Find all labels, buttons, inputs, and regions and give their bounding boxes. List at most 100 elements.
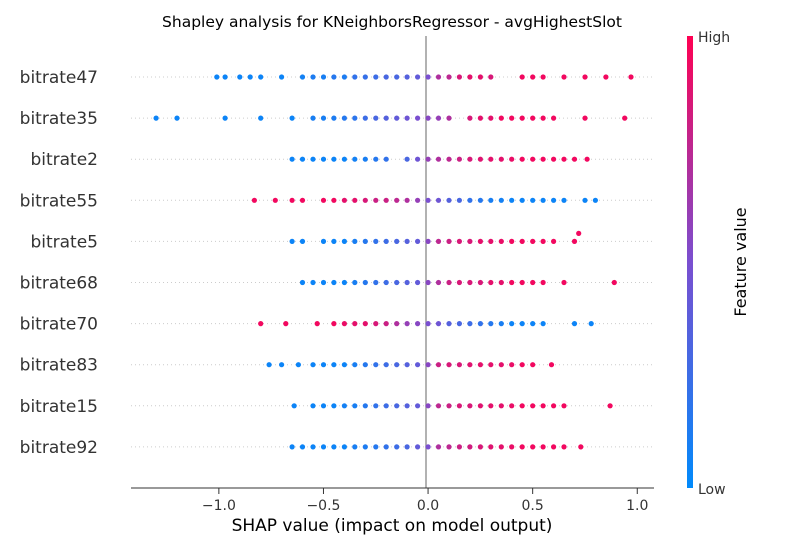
shap-point-bitrate35 (622, 115, 628, 121)
shap-point-bitrate15 (341, 403, 347, 409)
shap-point-bitrate70 (477, 321, 483, 327)
shap-point-bitrate68 (498, 279, 504, 286)
shap-point-bitrate15 (488, 403, 494, 409)
shap-point-bitrate55 (509, 197, 515, 203)
shap-point-bitrate70 (456, 321, 462, 327)
shap-point-bitrate55 (415, 197, 421, 203)
shap-point-bitrate92 (509, 444, 515, 450)
shap-point-bitrate5 (571, 238, 578, 244)
shap-point-bitrate35 (289, 115, 295, 121)
shap-point-bitrate68 (519, 279, 525, 286)
shap-point-bitrate47 (310, 74, 316, 80)
shap-point-bitrate47 (394, 74, 400, 80)
shap-point-bitrate47 (540, 74, 546, 80)
shap-point-bitrate55 (299, 197, 306, 203)
shap-point-bitrate5 (289, 238, 295, 244)
shap-point-bitrate83 (467, 362, 473, 368)
x-axis-ticks: −1.0 −0.5 0.0 0.5 1.0 (202, 488, 648, 514)
shap-point-bitrate15 (404, 403, 410, 409)
shap-point-bitrate47 (214, 74, 220, 80)
feature-label-bitrate55: bitrate55 (20, 191, 98, 211)
shap-point-bitrate92 (551, 444, 557, 450)
shap-point-bitrate68 (561, 279, 567, 286)
shap-point-bitrate68 (446, 279, 452, 286)
shap-point-bitrate47 (488, 74, 494, 80)
shap-point-bitrate5 (509, 238, 515, 244)
shap-point-bitrate70 (283, 321, 289, 327)
shap-point-bitrate47 (456, 74, 462, 80)
shap-point-bitrate5 (383, 238, 389, 244)
shap-point-bitrate55 (540, 197, 546, 203)
shap-point-bitrate83 (373, 362, 379, 368)
shap-point-bitrate55 (362, 197, 368, 203)
shap-point-bitrate5 (352, 238, 358, 244)
shap-point-bitrate83 (488, 362, 494, 368)
shap-point-bitrate55 (488, 197, 494, 203)
shap-point-bitrate2 (404, 156, 410, 162)
shap-point-bitrate92 (331, 444, 337, 450)
shap-point-bitrate35 (582, 115, 588, 121)
shap-point-bitrate15 (415, 403, 421, 409)
shap-point-bitrate47 (352, 74, 358, 80)
shap-point-bitrate70 (498, 321, 504, 327)
shap-point-bitrate5 (415, 238, 421, 244)
shap-point-bitrate83 (425, 362, 431, 368)
shap-point-bitrate70 (341, 321, 347, 327)
x-tick-label: −0.5 (306, 498, 340, 514)
shap-point-bitrate5 (530, 238, 536, 244)
shap-point-bitrate15 (383, 403, 389, 409)
shap-point-bitrate35 (509, 115, 515, 121)
shap-point-bitrate68 (456, 279, 462, 286)
shap-point-bitrate92 (561, 444, 567, 450)
colorbar-high-label: High (698, 30, 730, 46)
shap-point-bitrate55 (530, 197, 536, 203)
shap-point-bitrate83 (519, 362, 525, 368)
shap-point-bitrate35 (477, 115, 483, 121)
shap-point-bitrate92 (352, 444, 358, 450)
feature-label-bitrate15: bitrate15 (20, 397, 98, 417)
shap-point-bitrate92 (425, 444, 431, 450)
shap-point-bitrate55 (272, 197, 278, 203)
shap-point-bitrate70 (571, 321, 578, 327)
shap-point-bitrate35 (446, 115, 452, 121)
shap-point-bitrate92 (435, 444, 442, 450)
shap-point-bitrate68 (530, 279, 536, 286)
shap-point-bitrate15 (425, 403, 431, 409)
shap-point-bitrate47 (237, 74, 243, 80)
shap-point-bitrate55 (394, 197, 400, 203)
shap-point-bitrate55 (498, 197, 504, 203)
x-tick-label: 0.5 (522, 498, 544, 514)
shap-points (153, 74, 634, 450)
shap-point-bitrate2 (446, 156, 452, 162)
shap-point-bitrate15 (551, 403, 557, 409)
shap-point-bitrate92 (341, 444, 347, 450)
shap-point-bitrate70 (467, 321, 473, 327)
shap-point-bitrate47 (373, 74, 379, 80)
shap-point-bitrate68 (435, 279, 442, 286)
shap-point-bitrate2 (383, 156, 389, 162)
shap-point-bitrate47 (383, 74, 389, 80)
shap-point-bitrate83 (530, 362, 536, 368)
shap-point-bitrate35 (153, 115, 159, 121)
shap-point-bitrate5 (446, 238, 452, 244)
shap-point-bitrate92 (289, 444, 295, 450)
shap-point-bitrate2 (415, 156, 421, 162)
shap-point-bitrate47 (279, 74, 285, 80)
shap-point-bitrate70 (509, 321, 515, 327)
feature-label-bitrate70: bitrate70 (20, 315, 98, 335)
shap-point-bitrate92 (415, 444, 421, 450)
shap-point-bitrate83 (310, 362, 316, 368)
shap-point-bitrate35 (174, 115, 180, 121)
shap-point-bitrate70 (331, 321, 337, 327)
shap-point-bitrate83 (498, 362, 504, 368)
shap-point-bitrate83 (295, 362, 301, 368)
shap-point-bitrate15 (467, 403, 473, 409)
shap-point-bitrate47 (477, 74, 483, 80)
shap-point-bitrate55 (456, 197, 462, 203)
shap-point-bitrate35 (362, 115, 368, 121)
shap-point-bitrate47 (582, 74, 588, 80)
shap-point-bitrate83 (477, 362, 483, 368)
shap-point-bitrate68 (331, 279, 337, 286)
shap-point-bitrate70 (588, 321, 594, 327)
